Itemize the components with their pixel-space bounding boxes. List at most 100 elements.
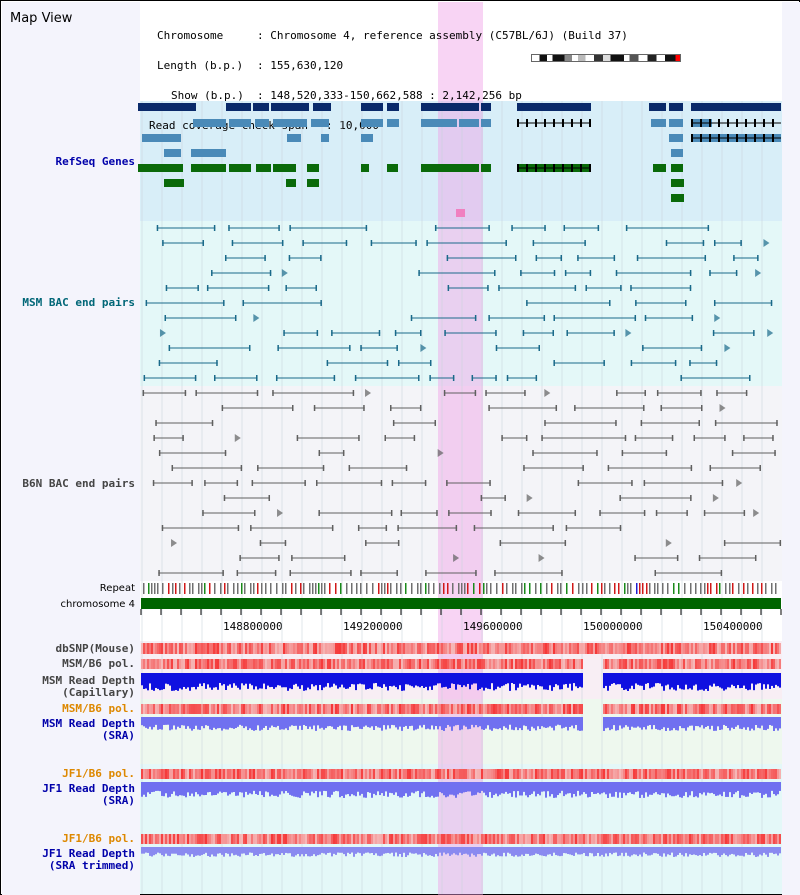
dbsnp-cell xyxy=(699,643,701,654)
msm-b6-pol-cell xyxy=(711,659,713,669)
jf1-depth-trim-bar xyxy=(203,847,205,855)
jf1-depth-trim-bar xyxy=(181,847,183,856)
jf1-b6-pol2-cell xyxy=(653,834,655,844)
jf1-b6-pol2-cell xyxy=(549,834,551,844)
jf1-b6-pol-cell xyxy=(579,769,581,779)
jf1-b6-pol-cell xyxy=(439,769,441,779)
msm-depth-cap-bar xyxy=(617,673,619,685)
jf1-depth-sra-bar xyxy=(521,782,523,796)
jf1-b6-pol-cell xyxy=(661,769,663,779)
selected-region-highlight[interactable] xyxy=(438,2,483,895)
msm-depth-cap-bar xyxy=(623,673,625,691)
jf1-b6-pol2-cell xyxy=(547,834,549,844)
msm-depth-cap-bar xyxy=(169,673,171,686)
dbsnp-cell xyxy=(339,643,341,654)
dbsnp-cell xyxy=(745,643,747,654)
msm-b6-pol2-cell xyxy=(567,704,569,714)
msm-depth-sra-bar xyxy=(695,717,697,727)
jf1-b6-pol-cell xyxy=(401,769,403,779)
msm-depth-sra-bar xyxy=(611,717,613,730)
msm-b6-pol-cell xyxy=(291,659,293,669)
jf1-b6-pol-cell xyxy=(305,769,307,779)
repeat-mark xyxy=(384,583,386,594)
jf1-b6-pol-cell xyxy=(593,769,595,779)
b6n-bac-pair-end xyxy=(621,450,624,456)
chromosome-ideogram[interactable] xyxy=(531,53,683,63)
gene-block xyxy=(164,149,181,157)
msm-b6-pol2-cell xyxy=(221,704,223,714)
dbsnp-cell xyxy=(205,643,207,654)
msm-b6-pol-cell xyxy=(493,659,495,669)
jf1-depth-sra-bar xyxy=(723,782,725,792)
jf1-b6-pol2-cell xyxy=(451,834,453,844)
jf1-depth-trim-bar xyxy=(441,847,443,856)
jf1-b6-pol-cell xyxy=(273,769,275,779)
jf1-b6-pol-cell xyxy=(331,769,333,779)
b6n-bac-pair-end xyxy=(555,405,558,411)
msm-b6-pol2-cell xyxy=(665,704,667,714)
jf1-depth-sra-bar xyxy=(559,782,561,794)
jf1-depth-trim-bar xyxy=(331,847,333,857)
msm-bac-pair-end xyxy=(495,330,497,336)
msm-depth-cap-bar xyxy=(563,673,565,685)
msm-bac-pair-end xyxy=(674,360,677,366)
msm-bac-pair-end xyxy=(145,300,148,306)
jf1-depth-trim-bar xyxy=(593,847,595,857)
b6n-bac-pair-end xyxy=(391,480,394,486)
msm-bac-pair-end xyxy=(143,375,146,381)
msm-b6-pol-cell xyxy=(735,659,737,669)
msm-depth-cap-bar xyxy=(629,673,631,689)
msm-depth-sra-bar xyxy=(699,717,701,728)
msm-depth-cap-bar xyxy=(399,673,401,686)
dbsnp-cell xyxy=(349,643,351,654)
jf1-b6-pol2-cell xyxy=(513,834,515,844)
jf1-depth-sra-bar xyxy=(483,782,485,793)
label-refseq: RefSeq Genes xyxy=(55,155,135,168)
jf1-b6-pol2-cell xyxy=(411,834,413,844)
msm-bac-pair-end xyxy=(680,375,682,381)
repeat-mark xyxy=(201,583,203,594)
msm-b6-pol-cell xyxy=(241,659,243,669)
repeat-mark xyxy=(439,583,441,594)
msm-depth-sra-bar xyxy=(463,717,465,726)
msm-depth-sra-bar xyxy=(627,717,629,727)
jf1-b6-pol-cell xyxy=(375,769,377,779)
dbsnp-cell xyxy=(315,643,317,654)
jf1-depth-trim-bar xyxy=(271,847,273,854)
jf1-depth-sra-bar xyxy=(411,782,413,793)
msm-depth-cap-bar xyxy=(465,673,467,687)
msm-bac-pair-end xyxy=(609,300,611,306)
msm-depth-cap-bar xyxy=(219,673,221,683)
msm-b6-pol2-cell xyxy=(605,704,607,714)
jf1-b6-pol2-cell xyxy=(759,834,761,844)
msm-b6-pol2-cell xyxy=(333,704,335,714)
dbsnp-cell xyxy=(419,643,421,654)
msm-b6-pol-cell xyxy=(157,659,159,669)
b6n-bac-pair-end xyxy=(743,510,746,516)
jf1-depth-trim-bar xyxy=(533,847,535,856)
dbsnp-cell xyxy=(283,643,285,654)
b6n-bac-pair-end xyxy=(745,390,748,396)
jf1-b6-pol2-cell xyxy=(293,834,295,844)
dbsnp-cell xyxy=(721,643,723,654)
jf1-b6-pol-cell xyxy=(615,769,617,779)
msm-b6-pol-cell xyxy=(377,659,379,669)
msm-depth-sra-bar xyxy=(517,717,519,731)
jf1-b6-pol2-cell xyxy=(377,834,379,844)
jf1-depth-trim-bar xyxy=(393,847,395,857)
jf1-depth-sra-bar xyxy=(761,782,763,798)
msm-b6-pol2-cell xyxy=(769,704,771,714)
msm-bac-pair-arrow xyxy=(253,314,260,322)
jf1-depth-sra-bar xyxy=(755,782,757,793)
repeat-mark xyxy=(636,583,638,594)
msm-depth-cap-bar xyxy=(237,673,239,688)
msm-bac-pair-end xyxy=(584,240,586,246)
jf1-depth-sra-bar xyxy=(413,782,415,794)
dbsnp-cell xyxy=(299,643,301,654)
msm-depth-cap-bar xyxy=(165,673,167,684)
msm-depth-cap-bar xyxy=(775,673,777,685)
msm-depth-sra-bar xyxy=(581,717,583,731)
jf1-depth-sra-bar xyxy=(543,782,545,792)
